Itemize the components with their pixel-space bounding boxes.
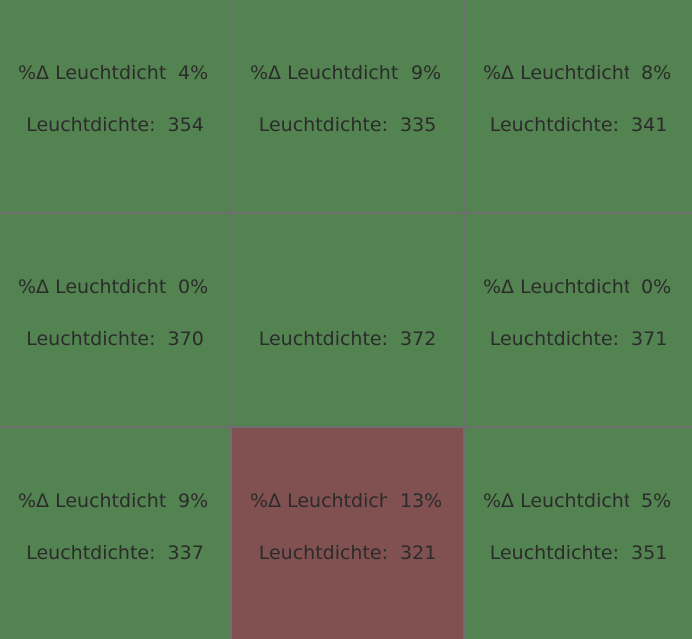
- luminance-row: Leuchtdichte: 354: [0, 113, 230, 137]
- delta-label: %Δ Leuchtdichte:: [483, 490, 629, 512]
- luminance-value: 354: [167, 114, 204, 136]
- luminance-row: Leuchtdichte: 370: [0, 327, 230, 351]
- delta-value: 13%: [400, 490, 443, 512]
- delta-value: 5%: [641, 490, 672, 512]
- luminance-value: 337: [167, 542, 204, 564]
- delta-value: 8%: [641, 62, 672, 84]
- cell-4: %Δ Leuchtdichte: 0% Leuchtdichte: 370: [0, 214, 230, 426]
- luminance-row: Leuchtdichte: 335: [232, 113, 463, 137]
- delta-value: 9%: [178, 490, 209, 512]
- luminance-value: 371: [631, 328, 668, 350]
- luminance-row: Leuchtdichte: 351: [465, 541, 692, 565]
- delta-row: %Δ Leuchtdichte: 13%: [232, 489, 463, 513]
- cell-2: %Δ Leuchtdichte: 9% Leuchtdichte: 335: [232, 0, 463, 212]
- luminance-label: Leuchtdichte:: [26, 114, 156, 136]
- delta-label: %Δ Leuchtdichte:: [483, 62, 629, 84]
- delta-row: %Δ Leuchtdichte: 9%: [0, 489, 230, 513]
- luminance-row: Leuchtdichte: 321: [232, 541, 463, 565]
- delta-label: %Δ Leuchtdichte:: [18, 490, 166, 512]
- delta-row: %Δ Leuchtdichte: 0%: [0, 275, 230, 299]
- luminance-label: Leuchtdichte:: [258, 114, 389, 136]
- delta-row: %Δ Leuchtdichte: 0%: [465, 275, 692, 299]
- delta-row: %Δ Leuchtdichte: 9%: [232, 61, 463, 85]
- cell-5-center: Leuchtdichte: 372: [232, 214, 463, 426]
- luminance-value: 372: [400, 328, 437, 350]
- luminance-label: Leuchtdichte:: [489, 114, 620, 136]
- luminance-row: Leuchtdichte: 337: [0, 541, 230, 565]
- delta-value: 0%: [178, 276, 209, 298]
- cell-3: %Δ Leuchtdichte: 8% Leuchtdichte: 341: [465, 0, 692, 212]
- luminance-label: Leuchtdichte:: [26, 328, 156, 350]
- luminance-row: Leuchtdichte: 372: [232, 327, 463, 351]
- delta-row: %Δ Leuchtdichte: 8%: [465, 61, 692, 85]
- delta-label: %Δ Leuchtdichte:: [18, 276, 166, 298]
- delta-value: 9%: [411, 62, 442, 84]
- luminance-label: Leuchtdichte:: [258, 542, 389, 564]
- luminance-label: Leuchtdichte:: [489, 328, 620, 350]
- delta-label: %Δ Leuchtdichte:: [250, 490, 387, 512]
- cell-8: %Δ Leuchtdichte: 13% Leuchtdichte: 321: [232, 428, 463, 639]
- luminance-row: Leuchtdichte: 341: [465, 113, 692, 137]
- cell-9: %Δ Leuchtdichte: 5% Leuchtdichte: 351: [465, 428, 692, 639]
- cell-1: %Δ Leuchtdichte: 4% Leuchtdichte: 354: [0, 0, 230, 212]
- delta-row: %Δ Leuchtdichte: 5%: [465, 489, 692, 513]
- luminance-label: Leuchtdichte:: [489, 542, 620, 564]
- cell-7: %Δ Leuchtdichte: 9% Leuchtdichte: 337: [0, 428, 230, 639]
- luminance-label: Leuchtdichte:: [258, 328, 389, 350]
- delta-label: %Δ Leuchtdichte:: [250, 62, 398, 84]
- luminance-value: 335: [400, 114, 437, 136]
- luminance-row: Leuchtdichte: 371: [465, 327, 692, 351]
- luminance-value: 321: [400, 542, 437, 564]
- delta-label: %Δ Leuchtdichte:: [18, 62, 166, 84]
- cell-6: %Δ Leuchtdichte: 0% Leuchtdichte: 371: [465, 214, 692, 426]
- luminance-value: 370: [167, 328, 204, 350]
- delta-label: %Δ Leuchtdichte:: [483, 276, 629, 298]
- delta-row: %Δ Leuchtdichte: 4%: [0, 61, 230, 85]
- luminance-value: 341: [631, 114, 668, 136]
- delta-value: 4%: [178, 62, 209, 84]
- delta-value: 0%: [641, 276, 672, 298]
- luminance-label: Leuchtdichte:: [26, 542, 156, 564]
- luminance-value: 351: [631, 542, 668, 564]
